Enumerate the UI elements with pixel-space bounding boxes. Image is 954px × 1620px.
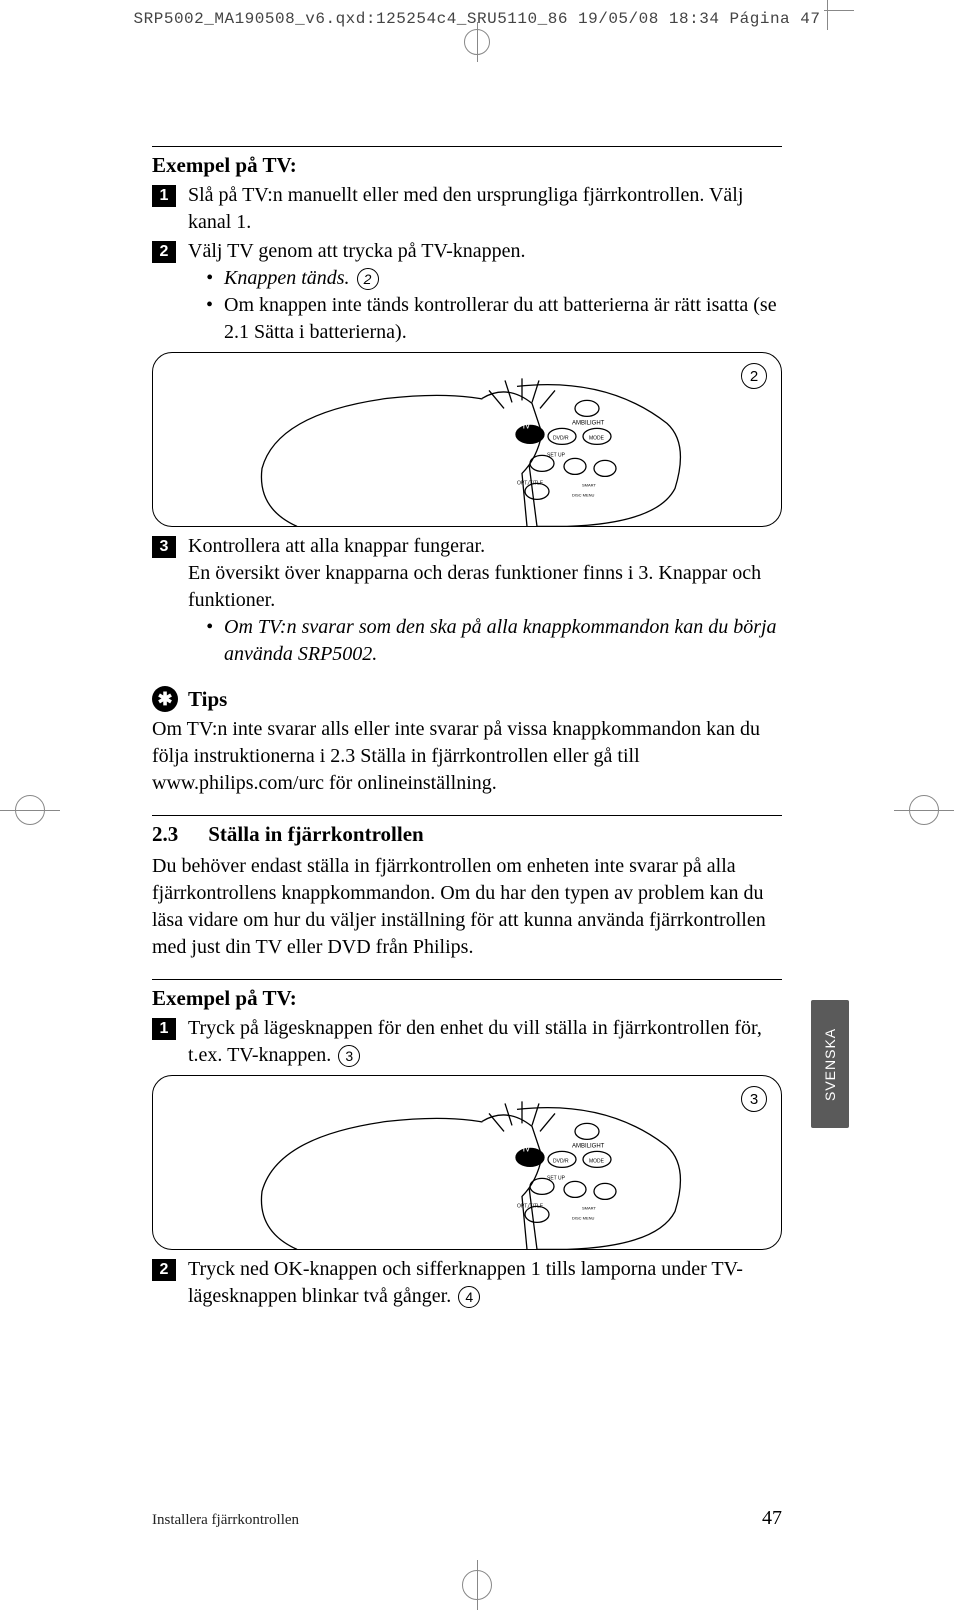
page-footer: Installera fjärrkontrollen 47 — [152, 1507, 782, 1530]
section-number: 2.3 — [152, 822, 178, 847]
page-content: Exempel på TV: 1 Slå på TV:n manuellt el… — [152, 146, 782, 1312]
callout-ref: 3 — [338, 1045, 360, 1067]
section-2-3: 2.3 Ställa in fjärrkontrollen Du behöver… — [152, 815, 782, 961]
step-2b: 2 Tryck ned OK-knappen och sifferknappen… — [152, 1256, 782, 1310]
svg-text:DVD/R: DVD/R — [553, 435, 569, 441]
svg-text:SET UP: SET UP — [547, 452, 566, 458]
section-heading: 2.3 Ställa in fjärrkontrollen — [152, 822, 782, 847]
step-text: Tryck på lägesknappen för den enhet du v… — [188, 1017, 762, 1066]
step-1: 1 Slå på TV:n manuellt eller med den urs… — [152, 182, 782, 236]
svg-text:MODE: MODE — [589, 1158, 605, 1164]
step-1b: 1 Tryck på lägesknappen för den enhet du… — [152, 1015, 782, 1069]
tips-label: Tips — [188, 687, 227, 712]
section-title: Ställa in fjärrkontrollen — [208, 822, 423, 847]
section-example-tv-1: Exempel på TV: 1 Slå på TV:n manuellt el… — [152, 146, 782, 797]
figure-remote-1: 2 — [152, 352, 782, 527]
step-body: Tryck på lägesknappen för den enhet du v… — [188, 1015, 782, 1069]
step-number-badge: 3 — [152, 536, 176, 558]
step-text: Kontrollera att alla knappar fungerar. — [188, 535, 485, 557]
step-2: 2 Välj TV genom att trycka på TV-knappen… — [152, 238, 782, 346]
step-number-badge: 1 — [152, 1018, 176, 1040]
section-title: Exempel på TV: — [152, 153, 782, 178]
step-number-badge: 2 — [152, 241, 176, 263]
svg-text:MODE: MODE — [589, 435, 605, 441]
svg-text:AMBILIGHT: AMBILIGHT — [572, 1143, 605, 1149]
svg-text:OPT./TITLE: OPT./TITLE — [517, 480, 544, 486]
bullet-text: Knappen tänds. — [224, 267, 350, 289]
svg-text:DISC MENU: DISC MENU — [572, 1215, 595, 1220]
svg-text:OPT./TITLE: OPT./TITLE — [517, 1203, 544, 1209]
footer-title: Installera fjärrkontrollen — [152, 1512, 299, 1529]
svg-text:SET UP: SET UP — [547, 1175, 566, 1181]
callout-ref: 4 — [458, 1286, 480, 1308]
tips-body: Om TV:n inte svarar alls eller inte svar… — [152, 716, 782, 797]
svg-text:DVD/R: DVD/R — [553, 1158, 569, 1164]
step-body: Välj TV genom att trycka på TV-knappen. … — [188, 238, 782, 346]
callout-ref: 2 — [357, 268, 379, 290]
bullet-item: Knappen tänds. 2 — [188, 265, 782, 292]
svg-text:TV: TV — [522, 1147, 530, 1153]
remote-illustration: AMBILIGHT DVD/R MODE SET UP OPT./TITLE S… — [237, 358, 697, 527]
svg-text:SMART: SMART — [582, 1205, 596, 1210]
section-intro: Du behöver endast ställa in fjärrkontrol… — [152, 853, 782, 961]
tips-icon: ✱ — [152, 686, 178, 712]
step-text-line2: En översikt över knapparna och deras fun… — [188, 562, 761, 611]
step-body: Slå på TV:n manuellt eller med den urspr… — [188, 182, 782, 236]
crop-mark-bottom — [447, 1560, 507, 1610]
language-tab: SVENSKA — [811, 1000, 849, 1128]
step-body: Kontrollera att alla knappar fungerar. E… — [188, 533, 782, 668]
section-example-tv-2: Exempel på TV: 1 Tryck på lägesknappen f… — [152, 979, 782, 1310]
tips-heading: ✱ Tips — [152, 686, 782, 712]
svg-text:DISC MENU: DISC MENU — [572, 492, 595, 497]
crop-mark-top — [447, 22, 507, 62]
footer-page-number: 47 — [762, 1507, 782, 1530]
bullet-item: Om TV:n svarar som den ska på alla knapp… — [188, 614, 782, 668]
crop-mark-left — [0, 790, 60, 830]
bullet-item: Om knappen inte tänds kontrollerar du at… — [188, 292, 782, 346]
step-number-badge: 1 — [152, 185, 176, 207]
trim-line — [824, 10, 854, 11]
step-3: 3 Kontrollera att alla knappar fungerar.… — [152, 533, 782, 668]
step-body: Tryck ned OK-knappen och sifferknappen 1… — [188, 1256, 782, 1310]
figure-remote-2: 3 — [152, 1075, 782, 1250]
step-number-badge: 2 — [152, 1259, 176, 1281]
svg-text:SMART: SMART — [582, 482, 596, 487]
remote-illustration: AMBILIGHT DVD/R MODE SET UP OPT./TITLE S… — [237, 1081, 697, 1250]
figure-callout: 3 — [741, 1086, 767, 1112]
svg-text:AMBILIGHT: AMBILIGHT — [572, 420, 605, 426]
step-text: Välj TV genom att trycka på TV-knappen. — [188, 240, 526, 262]
svg-text:TV: TV — [522, 424, 530, 430]
figure-callout: 2 — [741, 363, 767, 389]
crop-mark-right — [894, 790, 954, 830]
trim-line — [827, 0, 828, 30]
section-title: Exempel på TV: — [152, 986, 782, 1011]
